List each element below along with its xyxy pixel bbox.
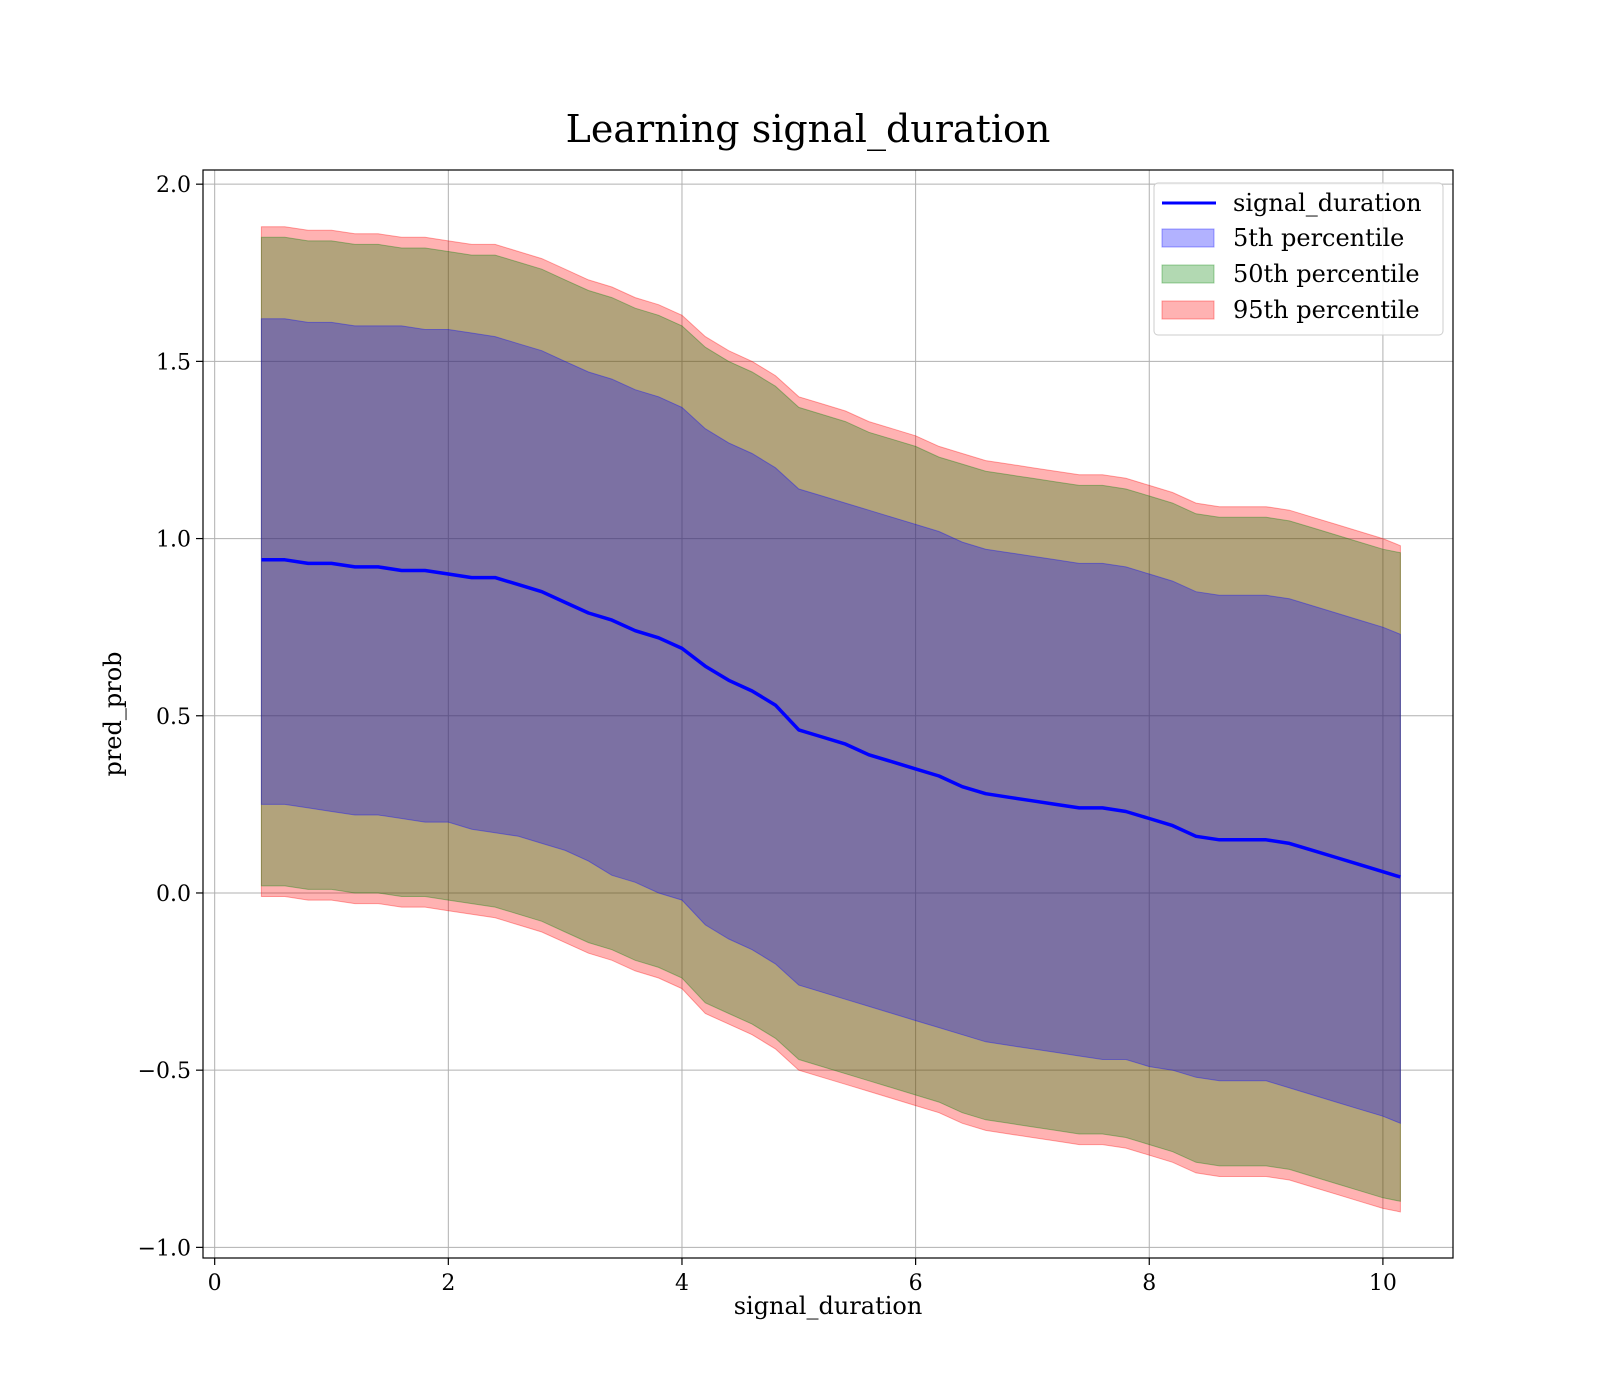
x-axis-label: signal_duration [734, 1292, 923, 1320]
y-axis-ticks: −1.0 −0.5 0.0 0.5 1.0 1.5 2.0 [138, 173, 203, 1261]
plot-frame [202, 169, 1454, 1259]
y-tick-label: 0.0 [156, 882, 191, 907]
y-tick-label: 1.0 [156, 528, 191, 553]
band-50th-percentile [260, 236, 1401, 1202]
x-axis-ticks: 0 2 4 6 8 10 [208, 1258, 1397, 1296]
series-lines [261, 558, 1401, 879]
x-tick-label: 4 [675, 1271, 689, 1296]
y-tick-label: 0.5 [156, 705, 191, 730]
y-tick-label: 1.5 [156, 350, 191, 375]
x-tick-label: 8 [1142, 1271, 1156, 1296]
legend-swatch-50th [1161, 264, 1215, 284]
legend-label-5th: 5th percentile [1233, 224, 1404, 252]
percentile-bands [260, 226, 1401, 1213]
legend: signal_duration 5th percentile 50th perc… [1153, 182, 1444, 336]
x-tick-label: 2 [441, 1271, 455, 1296]
legend-swatch-5th [1161, 228, 1215, 248]
legend-swatch-95th [1161, 300, 1215, 320]
chart-title: Learning signal_duration [566, 107, 1051, 152]
band-95th-percentile [260, 226, 1401, 1213]
legend-label-signal-duration: signal_duration [1233, 189, 1422, 217]
y-axis-label: pred_prob [99, 651, 127, 776]
series-line-signal-duration [261, 558, 1401, 879]
y-tick-label: −1.0 [138, 1236, 191, 1261]
x-tick-label: 10 [1369, 1271, 1397, 1296]
legend-box [1153, 182, 1444, 336]
band-5th-percentile [260, 318, 1401, 1125]
legend-label-95th: 95th percentile [1233, 296, 1420, 324]
y-tick-label: 2.0 [156, 173, 191, 198]
legend-label-50th: 50th percentile [1233, 260, 1420, 288]
x-tick-label: 6 [909, 1271, 923, 1296]
x-tick-label: 0 [208, 1271, 222, 1296]
y-tick-label: −0.5 [138, 1059, 191, 1084]
